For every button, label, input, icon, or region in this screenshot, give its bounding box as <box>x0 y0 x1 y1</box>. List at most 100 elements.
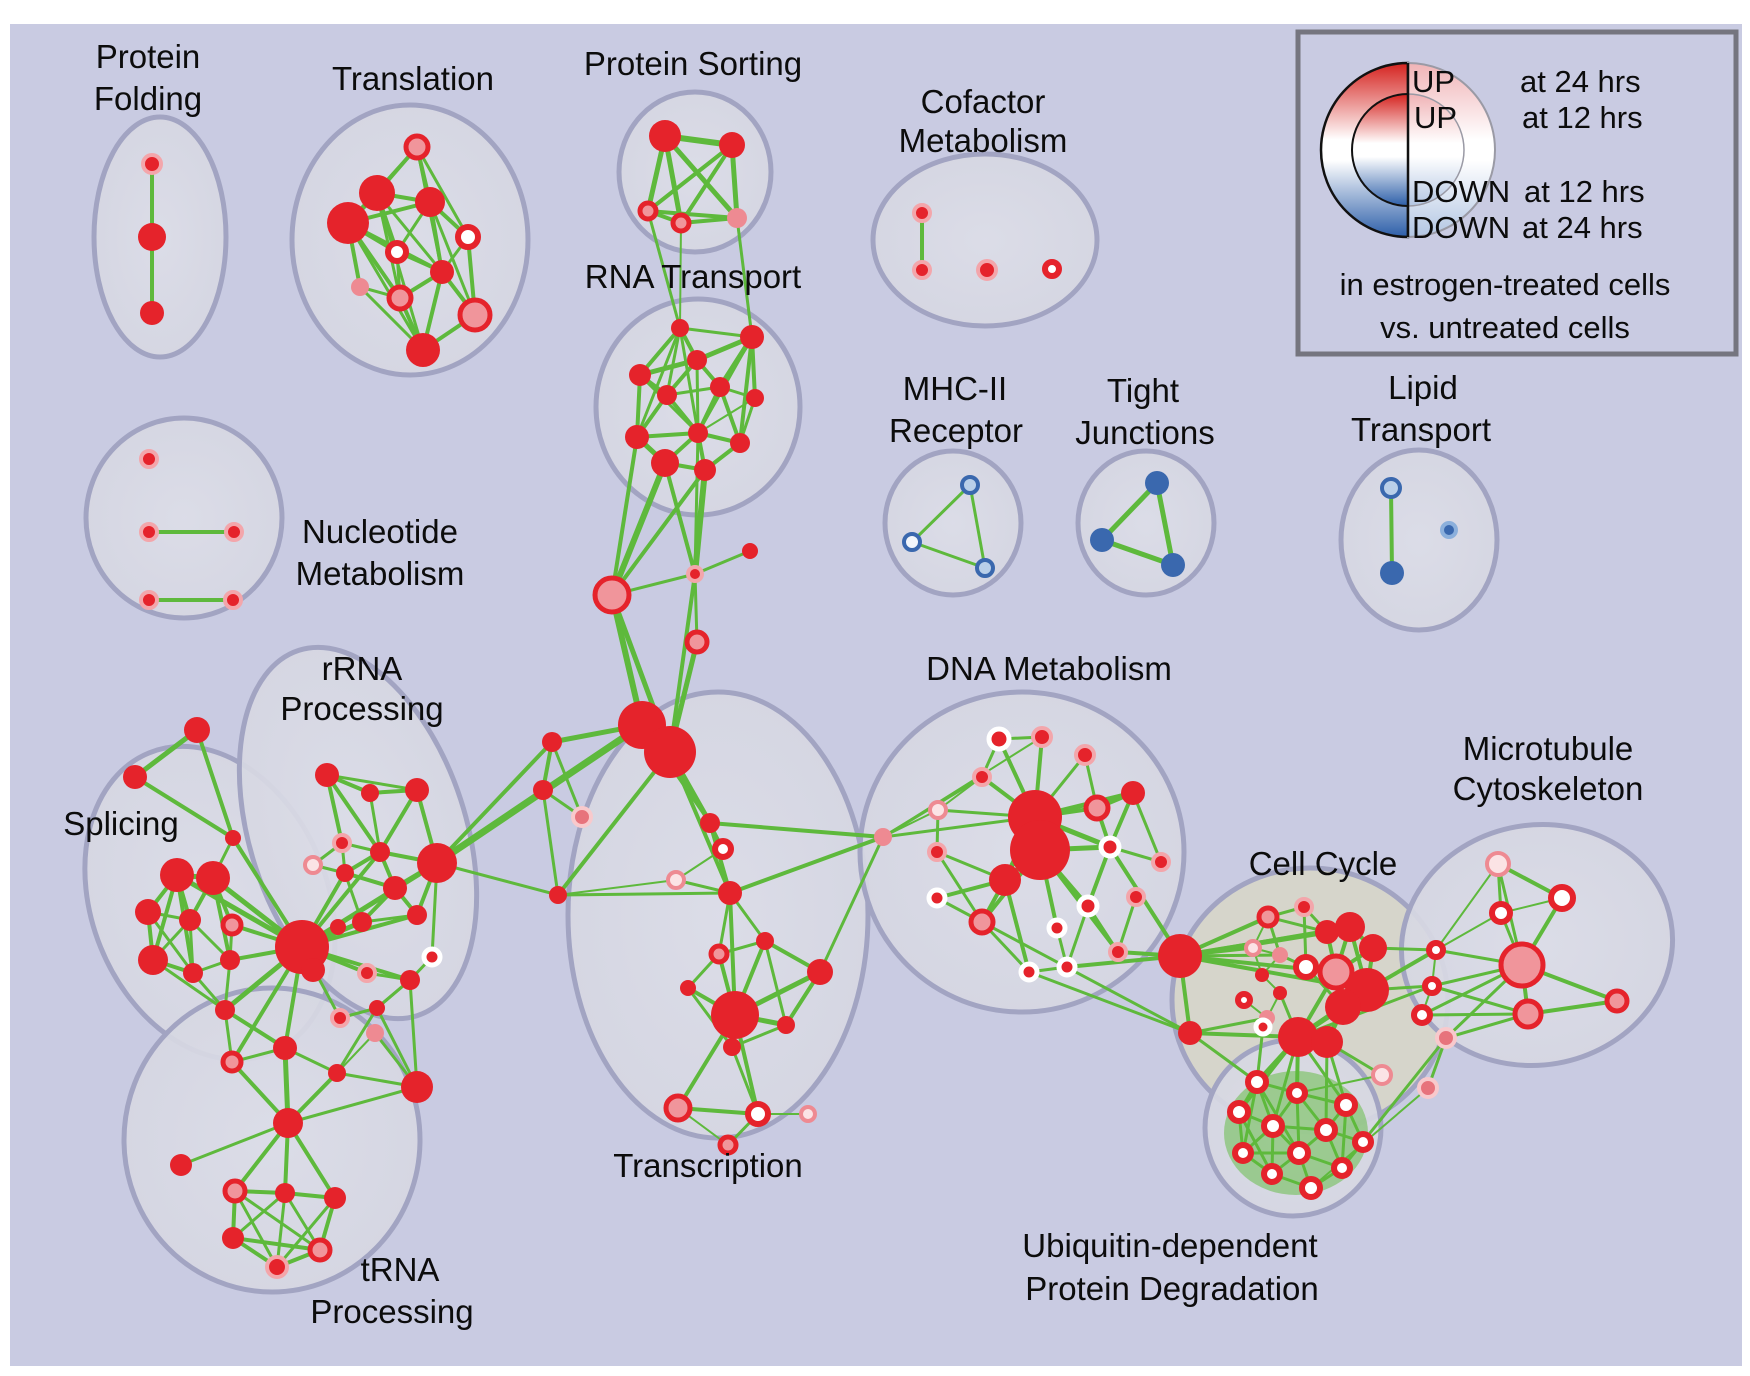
network-node <box>542 732 562 752</box>
network-node <box>1548 884 1576 912</box>
network-node <box>359 175 395 211</box>
cluster-label-trna-processing-line0: tRNA <box>361 1251 440 1288</box>
cluster-label-rna-transport-line0: RNA Transport <box>585 258 801 295</box>
network-node <box>139 449 159 469</box>
network-node <box>727 208 747 228</box>
network-node <box>407 905 427 925</box>
cluster-label-ubiquitin-degradation-line0: Ubiquitin-dependent <box>1022 1227 1317 1264</box>
cluster-ellipse-cofactor-metabolism <box>870 151 1100 329</box>
network-node <box>1512 998 1544 1030</box>
network-node <box>1244 939 1262 957</box>
network-node <box>170 1154 192 1176</box>
network-node <box>1299 1176 1323 1200</box>
network-node <box>386 284 414 312</box>
network-node <box>710 377 730 397</box>
network-node <box>625 425 649 449</box>
network-node <box>926 887 948 909</box>
cluster-label-protein-folding-line0: Protein <box>96 38 201 75</box>
network-edge <box>735 216 754 339</box>
network-edge <box>1435 912 1502 951</box>
legend-box: UP at 24 hrs UP at 12 hrs DOWN at 12 hrs… <box>1295 29 1739 357</box>
network-node <box>351 278 369 296</box>
network-edge <box>408 978 419 1089</box>
cluster-label-cell-cycle-line0: Cell Cycle <box>1249 845 1398 882</box>
network-node <box>370 842 390 862</box>
network-node <box>719 132 745 158</box>
network-edge <box>662 133 740 221</box>
network-edge <box>435 740 554 865</box>
network-node <box>684 629 710 655</box>
network-edge <box>818 835 885 974</box>
network-node <box>1604 988 1630 1014</box>
network-node <box>1371 1064 1393 1086</box>
network-node <box>1314 1118 1338 1142</box>
legend-up-12-time: at 12 hrs <box>1522 100 1643 135</box>
network-node <box>742 543 758 559</box>
network-node <box>357 963 377 983</box>
network-node <box>1083 794 1111 822</box>
network-edge <box>1430 984 1530 1016</box>
network-edge <box>557 879 677 896</box>
network-edge <box>1188 1031 1259 1084</box>
legend-down-24-label: DOWN <box>1412 210 1510 245</box>
network-node <box>1426 940 1446 960</box>
network-node <box>273 1108 303 1138</box>
network-node <box>139 590 159 610</box>
network-edge <box>1154 480 1176 568</box>
network-node <box>1261 1114 1285 1138</box>
network-node <box>1273 986 1287 1000</box>
network-node <box>1178 1021 1202 1045</box>
legend-up-24-label: UP <box>1412 64 1455 99</box>
network-node <box>225 830 241 846</box>
network-edge <box>610 435 639 597</box>
cluster-label-trna-processing-line1: Processing <box>310 1293 473 1330</box>
network-node <box>986 726 1012 752</box>
network-node <box>1261 1163 1283 1185</box>
network-edge <box>610 468 707 597</box>
network-node <box>657 385 677 405</box>
network-edge <box>335 1006 379 1075</box>
network-edge <box>541 788 560 897</box>
network-node <box>1056 956 1078 978</box>
network-node <box>401 1071 433 1103</box>
network-node <box>366 1024 384 1042</box>
cluster-label-cofactor-metabolism-line1: Metabolism <box>899 122 1068 159</box>
network-node <box>688 423 708 443</box>
cluster-ellipse-transcription <box>565 689 871 1141</box>
network-node <box>303 855 323 875</box>
cluster-ellipse-layer <box>82 89 1676 1295</box>
network-edge <box>375 191 425 352</box>
network-node <box>327 202 369 244</box>
network-node <box>1417 1077 1439 1099</box>
network-edge <box>646 143 734 213</box>
network-edge <box>728 835 885 895</box>
network-node <box>1010 820 1070 880</box>
network-node <box>1334 1093 1358 1117</box>
network-node <box>549 886 567 904</box>
network-node <box>927 842 947 862</box>
network-node <box>1018 961 1040 983</box>
network-node <box>666 870 686 890</box>
network-node <box>224 522 244 542</box>
network-node <box>1098 835 1122 859</box>
network-edge <box>346 221 425 352</box>
network-node <box>1108 942 1128 962</box>
network-node <box>989 864 1021 896</box>
cluster-label-tight-junctions-line0: Tight <box>1107 372 1179 409</box>
network-edge <box>910 540 987 570</box>
network-node <box>1315 920 1339 944</box>
network-edge <box>663 461 697 576</box>
network-node <box>777 1016 795 1034</box>
network-node <box>651 449 679 477</box>
network-node <box>711 991 759 1039</box>
network-edge <box>730 1023 788 1049</box>
network-node <box>1042 259 1062 279</box>
network-node <box>400 970 420 990</box>
network-edge <box>693 549 752 576</box>
network-node <box>138 945 168 975</box>
network-edge <box>1099 537 1176 568</box>
network-node <box>1485 851 1511 877</box>
network-node <box>1331 1157 1353 1179</box>
network-node <box>361 784 379 802</box>
network-node <box>385 240 409 264</box>
